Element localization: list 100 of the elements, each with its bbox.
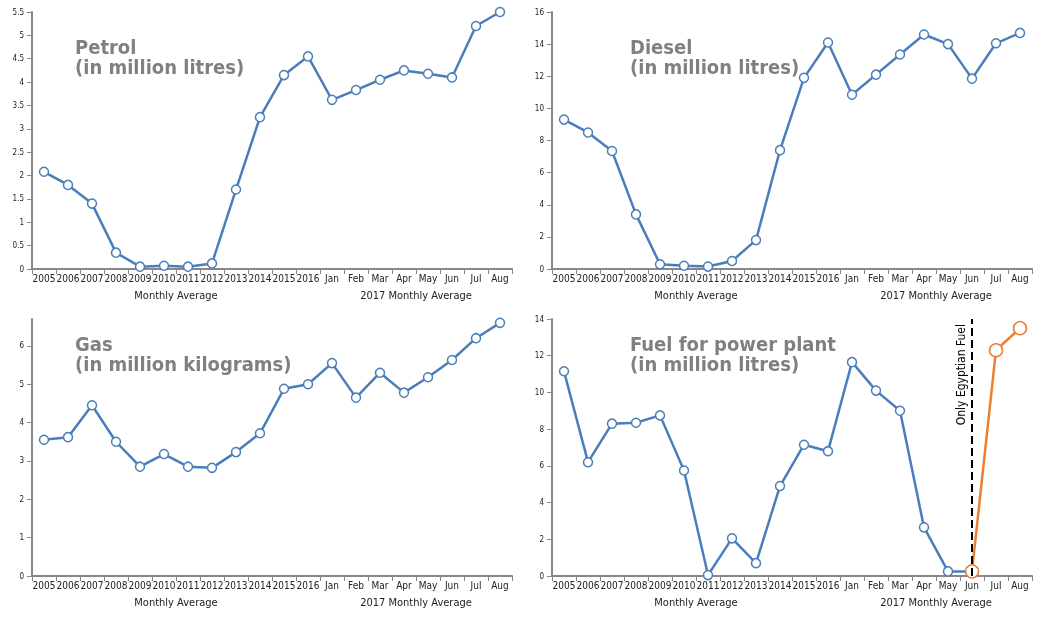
point [422, 68, 434, 79]
point [870, 69, 882, 80]
y-tick-label: 1 [19, 217, 24, 227]
point [846, 356, 858, 368]
y-tick-label: 14 [534, 314, 545, 324]
point [870, 385, 882, 396]
x-tick-label: May [418, 579, 438, 591]
point [86, 400, 98, 411]
x-tick-label: Mar [891, 272, 909, 284]
point [894, 405, 906, 417]
y-tick-label: 2 [19, 494, 24, 504]
y-tick-label: 6 [539, 168, 545, 178]
x-tick-label: May [938, 272, 958, 284]
x-tick-label: 2009 [128, 579, 152, 591]
point [558, 366, 570, 377]
text: Monthly Average [654, 596, 738, 609]
x-tick-label: 2008 [624, 579, 648, 591]
y-tick-label: 4 [19, 77, 25, 87]
point [38, 434, 50, 446]
y-tick-label: 2 [539, 232, 544, 242]
x-tick-label: Feb [868, 272, 885, 284]
point [654, 258, 666, 270]
point [918, 29, 930, 40]
y-tick-label: 10 [534, 387, 545, 397]
point [726, 255, 738, 267]
text: Monthly Average [654, 289, 738, 302]
x-tick-label: 2010 [152, 272, 176, 284]
point [62, 179, 74, 191]
point [182, 261, 194, 272]
point [702, 261, 714, 272]
y-tick-label: 10 [534, 103, 545, 113]
x-tick-label: Aug [1011, 272, 1029, 284]
y-tick-label: 8 [539, 424, 545, 434]
text: Fuel for power plant [630, 332, 837, 356]
x-tick-label: 2010 [672, 272, 696, 284]
x-tick-label: 2013 [224, 272, 248, 284]
point [966, 73, 978, 84]
x-tick-label: 2012 [720, 272, 744, 284]
point [678, 465, 690, 476]
point [606, 418, 618, 429]
x-tick-label: Jul [989, 579, 1002, 591]
point [230, 184, 242, 195]
text: 2017 Monthly Average [880, 289, 992, 302]
y-tick-label: 6 [19, 341, 25, 351]
point [470, 20, 482, 32]
x-tick-label: May [938, 579, 958, 591]
text: Monthly Average [134, 289, 218, 302]
y-tick-label: 12 [534, 71, 544, 81]
x-tick-label: 2015 [792, 272, 816, 284]
point [630, 209, 642, 220]
point [750, 234, 762, 246]
point [846, 89, 858, 100]
x-tick-label: Apr [916, 272, 933, 284]
y-tick-label: 1.5 [12, 194, 24, 204]
x-tick-label: Jul [469, 579, 482, 591]
point [110, 436, 122, 447]
x-tick-label: 2010 [152, 579, 176, 591]
point [350, 84, 362, 96]
x-tick-label: 2015 [272, 579, 296, 591]
point [750, 557, 762, 569]
y-tick-label: 0.5 [12, 241, 24, 251]
y-tick-label: 4.5 [12, 54, 24, 64]
x-tick-label: 2007 [600, 579, 624, 591]
y-tick-label: 3.5 [12, 100, 24, 110]
x-tick-label: 2006 [56, 272, 80, 284]
x-tick-label: 2005 [552, 579, 576, 591]
x-tick-label: 2012 [200, 579, 224, 591]
x-tick-label: Jan [324, 272, 339, 284]
point [134, 461, 146, 472]
point [558, 114, 570, 125]
x-tick-label: Jun [963, 272, 980, 284]
y-tick-label: 2 [19, 171, 24, 181]
point [62, 431, 74, 443]
y-tick-label: 0 [539, 571, 545, 581]
point [254, 111, 266, 123]
point [278, 383, 290, 395]
x-tick-label: Feb [348, 272, 365, 284]
point [398, 387, 410, 398]
x-tick-label: Apr [396, 272, 413, 284]
x-tick-label: Jan [844, 272, 859, 284]
point [1012, 320, 1028, 336]
point [38, 166, 50, 178]
x-tick-label: Apr [916, 579, 933, 591]
x-tick-label: Aug [1011, 579, 1029, 591]
x-tick-label: 2016 [296, 272, 320, 284]
point [942, 38, 954, 50]
x-tick-label: 2008 [104, 272, 128, 284]
point [942, 566, 954, 577]
text: 2017 Monthly Average [360, 596, 472, 609]
y-tick-label: 1 [19, 533, 24, 543]
y-tick-label: 4 [539, 200, 545, 210]
point [230, 446, 242, 458]
y-tick-label: 5 [19, 30, 24, 40]
y-tick-label: 2 [539, 534, 544, 544]
x-tick-label: 2008 [104, 579, 128, 591]
x-tick-label: Feb [868, 579, 885, 591]
x-tick-label: Jun [443, 272, 460, 284]
y-tick-label: 5 [19, 379, 24, 389]
x-tick-label: 2010 [672, 579, 696, 591]
point [278, 69, 290, 81]
